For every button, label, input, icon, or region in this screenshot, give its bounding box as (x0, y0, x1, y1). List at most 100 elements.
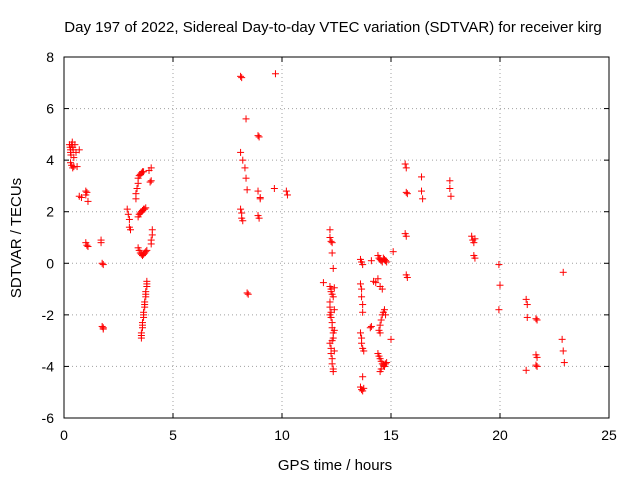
data-point (282, 187, 290, 195)
data-point (382, 257, 390, 265)
x-tick-label: 5 (169, 427, 177, 443)
data-point (123, 205, 131, 213)
data-point (326, 311, 334, 319)
data-point (559, 268, 567, 276)
data-point (283, 191, 291, 199)
data-point (495, 261, 503, 269)
data-point (243, 289, 251, 297)
data-point (358, 285, 366, 293)
grid (64, 57, 609, 418)
data-point (125, 215, 133, 223)
data-point (244, 290, 252, 298)
data-point (326, 234, 334, 241)
data-point (319, 279, 327, 287)
data-point (533, 362, 541, 370)
data-point (141, 205, 149, 213)
data-point (255, 214, 263, 222)
data-point (522, 295, 530, 303)
x-tick-label: 15 (383, 427, 399, 443)
data-point (254, 187, 262, 195)
y-tick-label: -6 (42, 410, 55, 426)
data-point (133, 185, 141, 193)
data-points (65, 70, 568, 395)
data-point (132, 190, 140, 198)
x-tick-label: 25 (601, 427, 617, 443)
data-point (471, 235, 479, 243)
data-point (367, 257, 375, 265)
data-point (124, 210, 132, 218)
data-point (401, 160, 409, 168)
data-point (140, 168, 148, 176)
data-point (126, 226, 134, 234)
data-point (329, 293, 337, 301)
data-point (141, 301, 149, 309)
data-point (330, 284, 338, 292)
y-tick-label: -4 (42, 358, 55, 374)
x-tick-label: 10 (274, 427, 290, 443)
x-axis-label: GPS time / hours (278, 457, 392, 474)
data-point (69, 164, 77, 172)
data-point (84, 197, 92, 205)
data-point (523, 301, 531, 309)
data-point (558, 335, 566, 343)
data-point (382, 311, 390, 319)
data-point (359, 308, 367, 316)
x-tick-label: 20 (492, 427, 508, 443)
data-point (146, 178, 154, 186)
data-point (523, 313, 531, 321)
data-point (255, 133, 263, 141)
data-point (147, 240, 155, 248)
data-point (237, 72, 245, 80)
data-point (560, 359, 568, 367)
data-point (402, 232, 410, 240)
data-point (418, 187, 426, 195)
data-point (271, 70, 279, 78)
data-point (143, 280, 151, 288)
data-point (383, 359, 391, 367)
data-point (142, 204, 150, 212)
y-tick-label: 8 (46, 49, 54, 65)
data-point (70, 154, 78, 162)
data-point (330, 326, 338, 334)
data-point (241, 164, 249, 172)
data-point (356, 280, 364, 288)
data-point (77, 194, 85, 202)
data-point (495, 306, 503, 314)
data-point (254, 132, 262, 140)
data-point (374, 275, 382, 283)
data-point (522, 366, 530, 374)
data-point (419, 195, 427, 203)
data-point (84, 243, 92, 251)
data-point (356, 329, 364, 337)
data-point (71, 141, 79, 149)
data-point (137, 331, 145, 339)
data-point (403, 273, 411, 281)
data-point (237, 148, 245, 156)
data-point (143, 246, 151, 254)
y-tick-label: 0 (46, 255, 54, 271)
data-point (329, 368, 337, 376)
data-point (242, 174, 250, 182)
data-point (256, 195, 264, 203)
data-point (383, 258, 391, 266)
x-tick-label: 0 (60, 427, 68, 443)
data-point (360, 347, 368, 355)
data-point (326, 226, 334, 234)
data-point (402, 164, 410, 172)
data-point (447, 192, 455, 200)
data-point (359, 261, 367, 269)
data-point (367, 322, 375, 330)
data-point (471, 254, 479, 262)
data-point (358, 293, 366, 301)
data-point (402, 188, 410, 196)
data-point (326, 303, 334, 311)
plot-frame (63, 56, 610, 419)
data-point (533, 353, 541, 361)
data-point (148, 226, 156, 234)
data-point (378, 285, 386, 293)
data-point (446, 177, 454, 185)
data-point (142, 248, 150, 256)
data-point (147, 164, 155, 172)
data-point (359, 373, 367, 381)
